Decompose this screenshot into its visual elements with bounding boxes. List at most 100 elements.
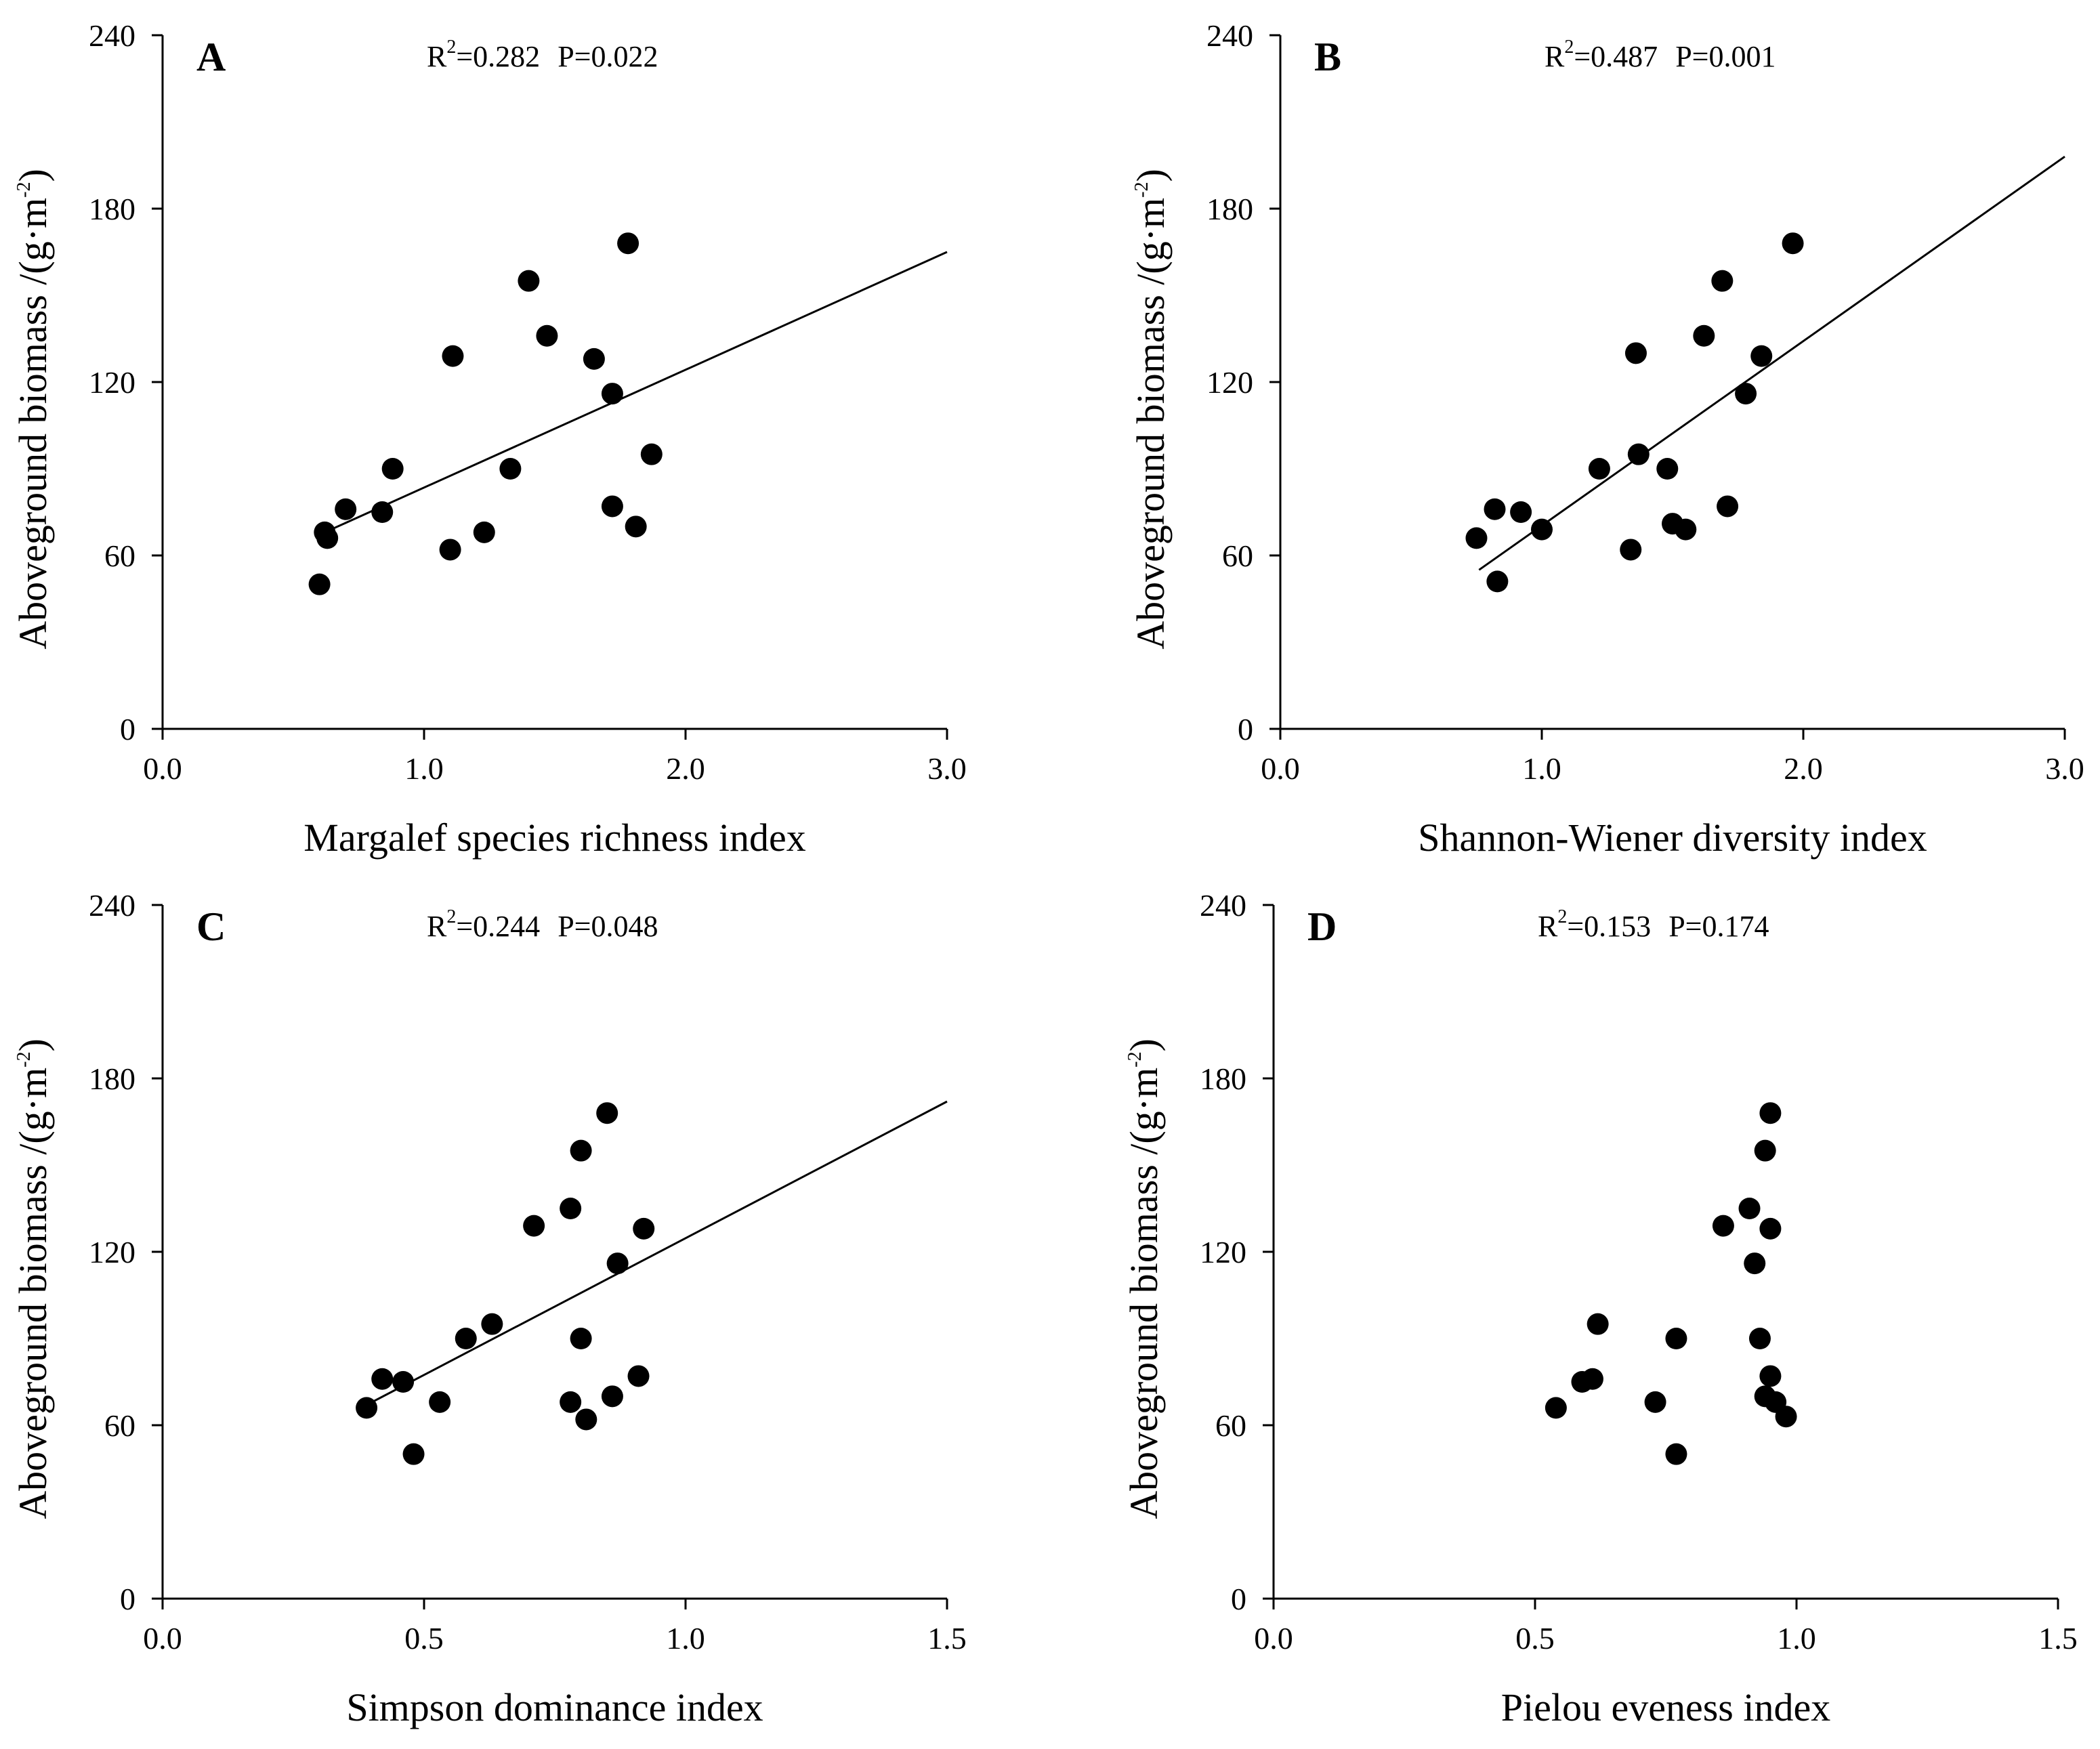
data-point-d bbox=[1644, 1391, 1666, 1413]
y-tick-label-c: 240 bbox=[89, 888, 135, 923]
data-point-d bbox=[1665, 1328, 1687, 1349]
data-point-c bbox=[570, 1328, 592, 1349]
data-point-d bbox=[1738, 1198, 1761, 1219]
x-tick-label-a: 0.0 bbox=[143, 751, 182, 786]
stats-r2-value: =0.282 bbox=[456, 40, 540, 73]
data-point-b bbox=[1693, 324, 1715, 347]
panel-d: 0 60 120 180 240 0.0 0.5 1.0 1.5 Pielou eveness i… bbox=[1122, 888, 2078, 1729]
stats-p-value: P=0.001 bbox=[1675, 40, 1776, 73]
y-axis-title-sup: -2 bbox=[1131, 182, 1152, 198]
data-point-b bbox=[1465, 527, 1488, 549]
x-axis-title-d: Pielou eveness index bbox=[1501, 1685, 1830, 1729]
data-point-d bbox=[1712, 1215, 1734, 1237]
data-point-c bbox=[356, 1397, 378, 1419]
data-point-c bbox=[570, 1139, 592, 1162]
data-point-c bbox=[371, 1368, 394, 1390]
y-tick-label-c: 60 bbox=[104, 1408, 135, 1443]
y-tick-label-a: 120 bbox=[89, 365, 135, 400]
x-tick-label-d: 1.5 bbox=[2038, 1621, 2078, 1656]
data-point-a bbox=[442, 345, 464, 367]
x-tick-label-b: 2.0 bbox=[1784, 751, 1823, 786]
x-tick-label-d: 0.5 bbox=[1515, 1621, 1555, 1656]
data-point-c bbox=[402, 1443, 425, 1465]
data-point-c bbox=[392, 1371, 415, 1393]
y-tick-label-a: 240 bbox=[89, 18, 135, 53]
x-tick-label-c: 0.5 bbox=[404, 1621, 444, 1656]
y-axis-title-main: Aboveground biomass /(g·m bbox=[11, 198, 55, 650]
y-tick-label-d: 120 bbox=[1200, 1235, 1246, 1269]
stats-text-b: R2=0.487 P=0.001 bbox=[1545, 37, 1776, 73]
data-point-b bbox=[1484, 498, 1506, 520]
x-tick-label-a: 2.0 bbox=[666, 751, 705, 786]
y-tick-label-b: 240 bbox=[1206, 18, 1253, 53]
stats-r-sup: 2 bbox=[446, 37, 456, 58]
data-point-d bbox=[1744, 1252, 1766, 1275]
y-axis-title-main: Aboveground biomass /(g·m bbox=[1129, 198, 1173, 650]
data-point-b bbox=[1675, 518, 1697, 541]
data-point-d bbox=[1759, 1102, 1782, 1124]
data-point-a bbox=[536, 324, 558, 347]
data-point-a bbox=[473, 521, 495, 543]
data-point-b bbox=[1711, 270, 1734, 292]
stats-p-value: P=0.022 bbox=[558, 40, 658, 73]
panel-a: 0 60 120 180 240 0.0 1.0 2.0 3.0 Margalef species… bbox=[11, 18, 967, 860]
data-point-d bbox=[1748, 1328, 1771, 1349]
y-axis-title-close: ) bbox=[1122, 1038, 1166, 1051]
stats-r-sup: 2 bbox=[1564, 37, 1574, 58]
data-point-d bbox=[1754, 1139, 1776, 1162]
data-point-a bbox=[617, 232, 639, 255]
data-point-c bbox=[523, 1215, 545, 1237]
data-point-b bbox=[1531, 518, 1553, 541]
data-point-b bbox=[1750, 345, 1773, 367]
panel-letter-d: D bbox=[1307, 904, 1337, 949]
data-point-a bbox=[335, 498, 357, 520]
data-point-b bbox=[1510, 501, 1532, 523]
data-point-d bbox=[1581, 1368, 1603, 1390]
y-axis-title-sup: -2 bbox=[14, 1052, 35, 1068]
data-point-c bbox=[606, 1252, 629, 1275]
regression-line-a bbox=[324, 251, 948, 534]
data-point-b bbox=[1620, 539, 1642, 561]
data-point-b bbox=[1627, 443, 1650, 465]
x-tick-label-b: 3.0 bbox=[2045, 751, 2084, 786]
x-tick-label-b: 1.0 bbox=[1522, 751, 1561, 786]
y-tick-label-c: 0 bbox=[120, 1582, 135, 1616]
y-tick-label-c: 180 bbox=[89, 1061, 135, 1096]
y-axis-title-c: Aboveground biomass /(g·m-2) bbox=[11, 1038, 55, 1519]
panel-letter-a: A bbox=[196, 35, 226, 79]
y-axis-title-sup: -2 bbox=[14, 182, 35, 198]
y-tick-label-a: 60 bbox=[104, 539, 135, 573]
y-axis-title-b: Aboveground biomass /(g·m-2) bbox=[1129, 169, 1173, 650]
x-tick-label-c: 1.0 bbox=[666, 1621, 705, 1656]
y-axis-title-main: Aboveground biomass /(g·m bbox=[11, 1068, 55, 1519]
data-point-b bbox=[1717, 495, 1739, 518]
y-tick-label-b: 120 bbox=[1206, 365, 1253, 400]
data-point-c bbox=[455, 1328, 477, 1349]
y-axis-title-close: ) bbox=[11, 1038, 55, 1051]
stats-text-c: R2=0.244 P=0.048 bbox=[427, 906, 658, 943]
data-point-a bbox=[381, 458, 404, 480]
y-tick-label-c: 120 bbox=[89, 1235, 135, 1269]
data-point-a bbox=[583, 347, 605, 370]
y-tick-label-b: 0 bbox=[1238, 712, 1253, 746]
y-tick-label-a: 180 bbox=[89, 192, 135, 226]
data-point-a bbox=[371, 501, 394, 523]
data-point-b bbox=[1656, 458, 1679, 480]
data-point-c bbox=[633, 1217, 655, 1240]
y-axis-title-a: Aboveground biomass /(g·m-2) bbox=[11, 169, 55, 650]
data-point-b bbox=[1624, 342, 1647, 364]
stats-r2-value: =0.244 bbox=[456, 910, 540, 943]
stats-r: R bbox=[1545, 40, 1565, 73]
x-tick-label-d: 0.0 bbox=[1254, 1621, 1293, 1656]
x-tick-label-d: 1.0 bbox=[1777, 1621, 1816, 1656]
stats-r: R bbox=[427, 40, 447, 73]
data-point-a bbox=[499, 458, 522, 480]
panel-letter-c: C bbox=[196, 904, 226, 949]
x-tick-label-a: 1.0 bbox=[404, 751, 444, 786]
data-point-b bbox=[1486, 570, 1509, 593]
data-point-d bbox=[1759, 1217, 1782, 1240]
x-axis-title-c: Simpson dominance index bbox=[346, 1685, 763, 1729]
data-point-c bbox=[601, 1385, 623, 1408]
y-tick-label-d: 0 bbox=[1231, 1582, 1246, 1616]
